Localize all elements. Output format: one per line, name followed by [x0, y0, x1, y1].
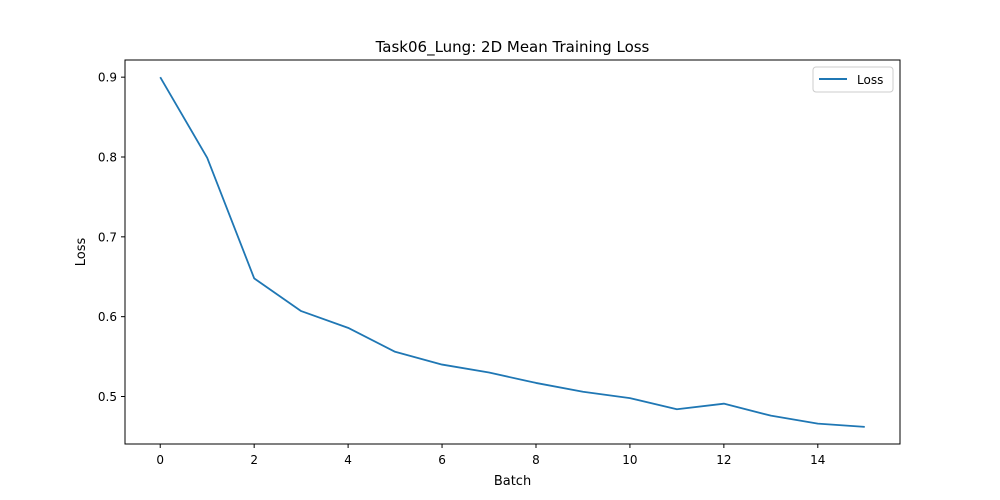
x-axis-label: Batch [494, 474, 531, 489]
x-tick-label: 14 [810, 453, 825, 467]
y-tick-label: 0.5 [98, 390, 117, 404]
x-axis: 0 2 4 6 8 10 12 14 [156, 444, 825, 467]
plot-area: 0 2 4 6 8 10 12 14 0.5 0.6 0.7 0.8 0.9 [98, 59, 901, 467]
series-line-loss [159, 76, 865, 428]
x-tick-label: 2 [250, 453, 258, 467]
series-layer [159, 76, 865, 428]
chart-title: Task06_Lung: 2D Mean Training Loss [375, 38, 650, 57]
y-tick-label: 0.8 [98, 150, 117, 164]
y-tick-label: 0.6 [98, 310, 117, 324]
x-tick-label: 10 [622, 453, 637, 467]
x-tick-label: 12 [716, 453, 731, 467]
legend-label-loss: Loss [857, 73, 883, 87]
x-tick-label: 4 [344, 453, 352, 467]
y-tick-label: 0.9 [98, 71, 117, 85]
y-axis-label: Loss [74, 238, 89, 267]
y-tick-label: 0.7 [98, 230, 117, 244]
x-tick-label: 6 [438, 453, 446, 467]
legend-box [812, 66, 894, 93]
axes-frame [124, 59, 901, 445]
y-axis: 0.5 0.6 0.7 0.8 0.9 [98, 71, 125, 404]
x-tick-label: 8 [532, 453, 540, 467]
x-tick-label: 0 [156, 453, 164, 467]
legend: Loss [812, 66, 894, 93]
